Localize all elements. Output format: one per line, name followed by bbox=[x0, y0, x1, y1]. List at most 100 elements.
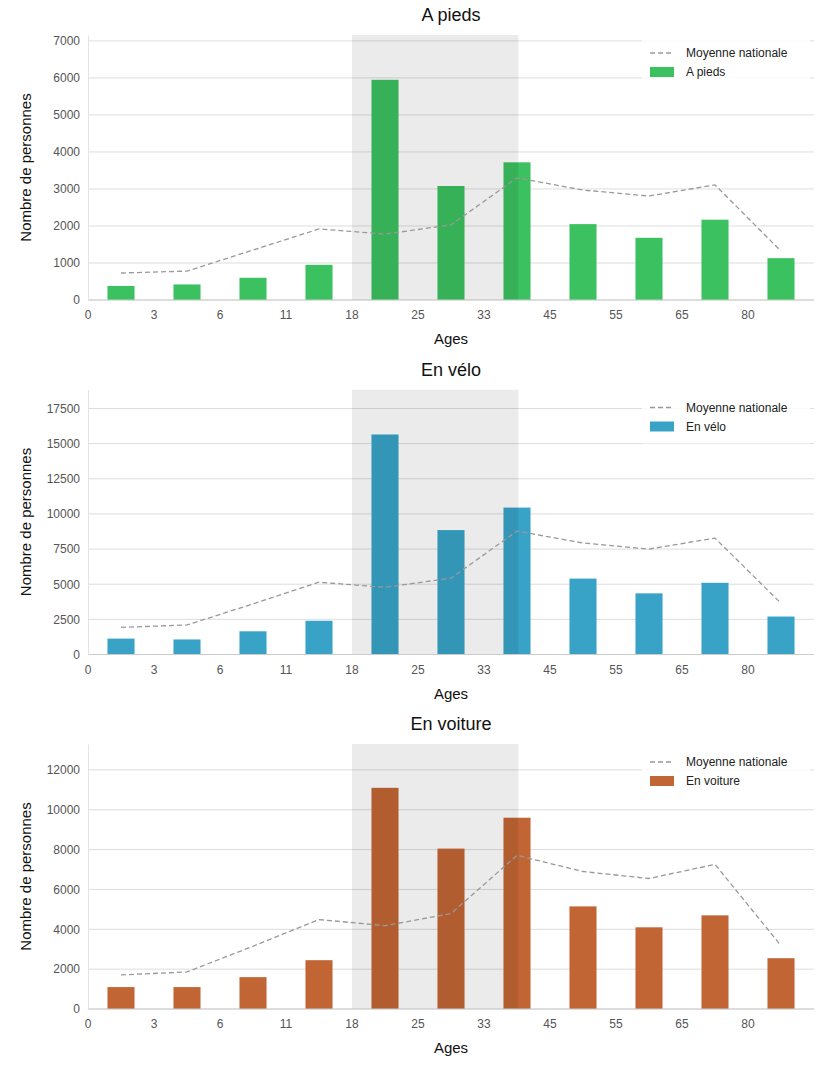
y-tick: 3000 bbox=[53, 182, 88, 196]
plot-area bbox=[107, 744, 794, 1009]
figure: 0361118253345556580010002000300040005000… bbox=[0, 0, 827, 1067]
x-tick-label: 80 bbox=[741, 663, 755, 677]
highlight-zone bbox=[352, 390, 518, 655]
y-tick-label: 2500 bbox=[53, 613, 80, 627]
x-tick-label: 65 bbox=[675, 1017, 689, 1031]
legend-swatch bbox=[650, 776, 674, 786]
y-axis-title: Nombre de personnes bbox=[17, 93, 34, 241]
legend: Moyenne nationaleEn vélo bbox=[642, 392, 810, 444]
legend-swatch bbox=[650, 422, 674, 432]
y-tick: 15000 bbox=[47, 437, 88, 451]
legend-box bbox=[642, 37, 810, 89]
y-tick-label: 5000 bbox=[53, 108, 80, 122]
chart-title: En vélo bbox=[421, 360, 481, 380]
y-tick-label: 1000 bbox=[53, 256, 80, 270]
x-tick-label: 25 bbox=[411, 1017, 425, 1031]
bar bbox=[635, 238, 662, 300]
y-tick: 0 bbox=[73, 293, 88, 307]
bar bbox=[107, 286, 134, 300]
chart-title: En voiture bbox=[410, 714, 491, 734]
line bbox=[121, 531, 781, 627]
y-tick: 7500 bbox=[53, 542, 88, 556]
bar bbox=[239, 977, 266, 1009]
y-axis: 020004000600080001000012000 bbox=[47, 745, 89, 1017]
y-tick: 5000 bbox=[53, 108, 88, 122]
x-tick-label: 11 bbox=[280, 663, 293, 677]
x-axis-line bbox=[88, 300, 814, 301]
highlight-zone bbox=[352, 744, 518, 1009]
x-tick-label: 0 bbox=[85, 663, 92, 677]
y-tick-label: 0 bbox=[73, 293, 80, 307]
x-tick-label: 33 bbox=[477, 663, 491, 677]
bar bbox=[767, 617, 794, 655]
x-tick-label: 80 bbox=[741, 308, 755, 322]
y-tick: 0 bbox=[73, 1002, 88, 1016]
bar bbox=[239, 631, 266, 654]
y-tick-label: 0 bbox=[73, 1002, 80, 1016]
x-tick-label: 33 bbox=[477, 1017, 491, 1031]
grid-line bbox=[88, 1009, 814, 1010]
y-tick-label: 2000 bbox=[53, 219, 80, 233]
y-tick-label: 8000 bbox=[53, 843, 80, 857]
bar bbox=[635, 927, 662, 1009]
y-tick: 10000 bbox=[47, 803, 88, 817]
y-tick: 5000 bbox=[53, 578, 88, 592]
bar bbox=[305, 621, 332, 655]
y-tick-label: 7500 bbox=[53, 542, 80, 556]
y-tick: 17500 bbox=[47, 402, 88, 416]
y-tick: 8000 bbox=[53, 843, 88, 857]
bar bbox=[305, 265, 332, 300]
x-axis-line bbox=[88, 654, 814, 655]
bar bbox=[635, 593, 662, 654]
bar bbox=[569, 224, 596, 300]
bar bbox=[767, 958, 794, 1009]
y-tick: 6000 bbox=[53, 71, 88, 85]
panel: 0361118253345556580010002000300040005000… bbox=[17, 5, 814, 347]
x-tick-label: 33 bbox=[477, 308, 491, 322]
y-tick: 12500 bbox=[47, 472, 88, 486]
highlight-zone bbox=[352, 35, 518, 300]
bar bbox=[173, 987, 200, 1009]
bar bbox=[569, 579, 596, 655]
bar bbox=[305, 960, 332, 1009]
x-tick-label: 25 bbox=[411, 308, 425, 322]
bar bbox=[107, 987, 134, 1009]
y-tick-label: 5000 bbox=[53, 578, 80, 592]
legend-label: En voiture bbox=[686, 774, 740, 788]
y-tick-label: 7000 bbox=[53, 34, 80, 48]
chart-title: A pieds bbox=[421, 5, 480, 25]
y-tick-label: 10000 bbox=[47, 507, 81, 521]
y-axis-title: Nombre de personnes bbox=[17, 448, 34, 596]
y-axis: 025005000750010000125001500017500 bbox=[47, 390, 89, 662]
legend-swatch bbox=[650, 761, 674, 762]
x-tick-label: 45 bbox=[543, 663, 557, 677]
y-tick-label: 2000 bbox=[53, 962, 80, 976]
y-tick: 4000 bbox=[53, 923, 88, 937]
y-tick-label: 12500 bbox=[47, 472, 81, 486]
legend-swatch bbox=[650, 52, 674, 53]
y-tick-label: 15000 bbox=[47, 437, 81, 451]
y-axis-line bbox=[88, 390, 89, 655]
x-tick-label: 3 bbox=[151, 308, 158, 322]
y-tick: 4000 bbox=[53, 145, 88, 159]
x-axis-title: Ages bbox=[434, 1039, 468, 1056]
y-tick-label: 12000 bbox=[47, 763, 81, 777]
x-tick-label: 65 bbox=[675, 663, 689, 677]
line bbox=[121, 178, 781, 273]
y-tick: 12000 bbox=[47, 763, 88, 777]
legend-label: En vélo bbox=[686, 420, 726, 434]
panel: 0361118253345556580020004000600080001000… bbox=[17, 714, 814, 1056]
grid-line bbox=[88, 300, 814, 301]
x-tick-label: 25 bbox=[411, 663, 425, 677]
x-tick-label: 18 bbox=[345, 1017, 359, 1031]
y-tick-label: 4000 bbox=[53, 145, 80, 159]
y-tick: 2500 bbox=[53, 613, 88, 627]
x-tick-label: 18 bbox=[345, 663, 359, 677]
x-tick-label: 3 bbox=[151, 1017, 158, 1031]
x-tick-label: 80 bbox=[741, 1017, 755, 1031]
x-tick-label: 65 bbox=[675, 308, 689, 322]
x-axis-title: Ages bbox=[434, 685, 468, 702]
x-tick-label: 11 bbox=[280, 1017, 293, 1031]
legend: Moyenne nationaleEn voiture bbox=[642, 746, 810, 798]
plot-area bbox=[107, 35, 794, 300]
